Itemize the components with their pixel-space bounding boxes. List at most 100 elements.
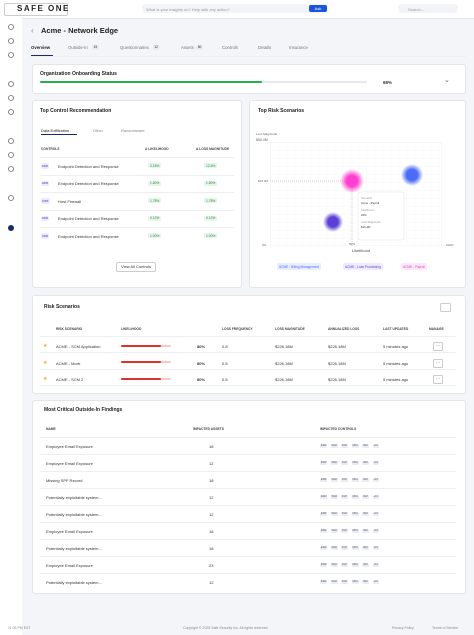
controls-card	[32, 100, 242, 288]
tooltip-text: 22%	[361, 213, 367, 217]
annualized-loss: $226.18M	[328, 344, 346, 349]
progress-fill	[40, 81, 263, 83]
tab[interactable]: Controls	[222, 45, 239, 50]
tab[interactable]: Questionnaires	[120, 45, 149, 50]
page-title: Acme - Network Edge	[41, 26, 119, 35]
control-name: Endpoint Detection and Response	[58, 233, 119, 239]
finding-name: Employee Email Exposure	[46, 461, 93, 466]
manage-button[interactable]: ⋯	[433, 342, 443, 351]
risk-table-card	[32, 295, 466, 394]
annualized-loss: $226.18M	[328, 377, 346, 382]
control-chip: EDR	[320, 443, 328, 448]
control-chip: IAM	[362, 528, 369, 533]
control-chip: DLP	[341, 562, 349, 567]
tab[interactable]: Insurance	[289, 45, 308, 50]
tooltip-text: $15.4M	[361, 225, 371, 229]
back-arrow[interactable]: ‹	[31, 26, 34, 35]
tab[interactable]: Assets	[181, 45, 194, 50]
star: ★	[43, 359, 48, 366]
likelihood-track	[121, 377, 171, 380]
finding-name: Employee Email Exposure	[46, 444, 93, 449]
legend-item[interactable]: ACME - Billing Management	[277, 263, 322, 270]
control-chip: IAM	[362, 579, 369, 584]
control-tag: EDR	[41, 215, 50, 222]
control-tag: EDR	[41, 180, 50, 187]
control-name: Endpoint Detection and Response	[58, 163, 119, 169]
logo-box[interactable]	[4, 3, 68, 16]
onboarding-title: Organization Onboarding Status	[40, 71, 117, 77]
control-tab[interactable]: Other	[93, 128, 104, 133]
legend-item[interactable]: ACME - Loan Processing	[343, 263, 383, 270]
control-chip: MFA	[351, 545, 359, 550]
control-tag: EDR	[41, 163, 50, 169]
column-header: LAST UPDATED	[383, 327, 409, 331]
ask-input[interactable]	[142, 4, 328, 13]
search-input[interactable]	[398, 4, 458, 13]
control-chip: MFA	[351, 477, 359, 482]
column-header: ANNUALIZED LOSS	[328, 327, 360, 331]
row-divider	[40, 227, 234, 228]
risk-chart-title: Top Risk Scenarios	[258, 108, 305, 114]
last-updated: 5 minutes ago	[383, 377, 409, 382]
likelihood-label: 80%	[197, 377, 206, 382]
likelihood-delta: 0.13%	[148, 215, 162, 221]
control-chip: +10	[372, 494, 379, 499]
loss-delta: 1.00%	[204, 233, 218, 239]
row-divider	[40, 505, 456, 506]
risk-plot	[270, 142, 442, 246]
control-chip: IAM	[362, 494, 369, 499]
row-divider	[40, 368, 456, 369]
view-all-button[interactable]: View All Controls	[116, 262, 156, 272]
footer-copyright: Copyright © 2025 Safe Security Inc. All …	[183, 626, 269, 630]
likelihood-delta: 1.80%	[148, 180, 162, 186]
footer-terms[interactable]: Terms of Service	[432, 626, 459, 630]
tooltip-text: Likelihood	[361, 208, 374, 212]
last-updated: 5 minutes ago	[383, 344, 409, 349]
finding-name: Potentially exploitable system...	[46, 546, 102, 551]
likelihood-fill	[121, 377, 161, 380]
row-divider	[40, 437, 456, 438]
scenario-name: ACME - SCM 2	[56, 377, 84, 382]
loss-magnitude: $226.18M	[275, 360, 293, 366]
control-chip: MFA	[351, 528, 359, 533]
control-chip: EDR	[320, 494, 328, 499]
control-chip: MFA	[351, 579, 359, 584]
loss-delta: 12.6%	[204, 163, 218, 169]
tab[interactable]: Outside-In	[68, 45, 88, 50]
legend-item[interactable]: ACME - Payroll	[401, 263, 427, 270]
footer-privacy[interactable]: Privacy Policy	[392, 626, 414, 630]
impacted-assets: 18	[209, 478, 214, 483]
expand[interactable]: ⌄	[444, 77, 450, 84]
control-chip: EDR	[320, 477, 328, 482]
column-header: LOSS FREQUENCY	[222, 327, 253, 331]
likelihood-delta: 1.78%	[148, 198, 162, 204]
control-chip: EDR	[320, 511, 328, 516]
impacted-assets: 12	[209, 580, 214, 585]
likelihood-track	[121, 361, 171, 363]
control-chip: DLP	[341, 579, 349, 584]
impacted-assets: 18	[209, 529, 214, 534]
tab[interactable]: Details	[258, 45, 272, 50]
tab[interactable]: Overview	[31, 45, 51, 50]
filter-button[interactable]	[440, 303, 451, 312]
column-header: Δ LIKELIHOOD	[145, 147, 169, 151]
control-tab[interactable]: Ransomware	[121, 128, 145, 133]
control-tab[interactable]: Data Exfiltration	[41, 128, 70, 133]
finding-name: Employee Email Exposure	[46, 563, 93, 568]
control-chip: +10	[372, 562, 379, 567]
control-chip: WAF	[330, 545, 339, 550]
manage-button[interactable]: ⋯	[433, 358, 443, 368]
findings-card	[32, 400, 466, 594]
control-chip: +10	[372, 511, 379, 516]
column-header: MANAGE	[429, 327, 444, 331]
control-chip: IAM	[362, 511, 369, 516]
manage-button[interactable]: ⋯	[433, 375, 443, 384]
ask-placeholder: What is your insights on? Help with any …	[146, 6, 230, 12]
control-chip: EDR	[320, 528, 328, 533]
column-header: NAME	[46, 427, 56, 431]
control-chip: WAF	[330, 562, 339, 567]
star: ★	[43, 376, 48, 382]
scenario-name: ACME - Mortr	[56, 360, 81, 366]
ask-button[interactable]: Ask	[309, 5, 327, 12]
